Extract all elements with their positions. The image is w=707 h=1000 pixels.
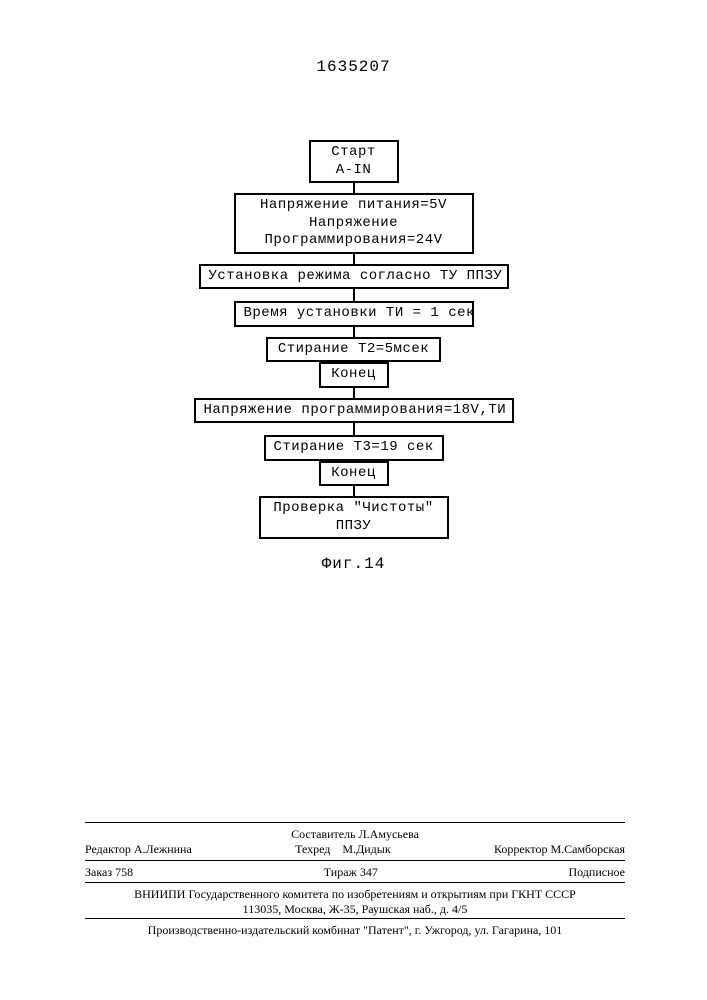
flow-connector [353,423,355,435]
flow-connector [353,183,355,193]
footer-rule-3 [85,882,625,883]
flow-connector [353,254,355,264]
footer-rule-1 [85,822,625,823]
order-label: Заказ [85,865,112,879]
compiler-label: Составитель [291,827,355,841]
footer-press: Производственно-издательский комбинат "П… [85,923,625,938]
flow-connector [353,289,355,301]
footer-org: ВНИИПИ Государственного комитета по изоб… [85,887,625,917]
sign-label: Подписное [568,865,625,879]
flow-node-n3: Установка режима согласно ТУ ППЗУ [199,264,509,290]
flow-node-n8: Стирание Т3=19 сек [264,435,444,461]
tirazh-value: 347 [360,865,378,879]
editor-label: Редактор [85,842,131,856]
footer-row-order: Заказ 758 Тираж 347 Подписное [85,865,625,880]
flow-connector [353,388,355,398]
footer-rule-4 [85,918,625,919]
flow-node-n1: Старт A-IN [309,140,399,183]
footer-row-staff: Редактор А.Лежнина Техред М.Дидык Коррек… [85,842,625,857]
flow-connector [353,486,355,496]
tech-name: М.Дидык [342,842,390,856]
flow-node-n2: Напряжение питания=5V Напряжение Програм… [234,193,474,254]
flow-node-n5: Стирание Т2=5мсек [266,337,441,363]
corrector-label: Корректор [494,842,548,856]
org-line-2: 113035, Москва, Ж-35, Раушская наб., д. … [85,902,625,917]
document-number: 1635207 [0,58,707,76]
figure-caption: Фиг.14 [0,555,707,573]
flow-node-n10: Проверка "Чистоты" ППЗУ [259,496,449,539]
org-line-1: ВНИИПИ Государственного комитета по изоб… [85,887,625,902]
footer-rule-2 [85,860,625,861]
footer-row-compiler: Составитель Л.Амусьева [85,827,625,842]
flow-node-n9: Конец [319,461,389,487]
page-root: 1635207 Старт A-IN Напряжение питания=5V … [0,0,707,1000]
flow-node-n4: Время установки ТИ = 1 сек [234,301,474,327]
editor-name: А.Лежнина [134,842,192,856]
flow-node-n7: Напряжение программирования=18V,ТИ [194,398,514,424]
compiler-name: Л.Амусьева [359,827,419,841]
corrector-name: М.Самборская [550,842,625,856]
press-line: Производственно-издательский комбинат "П… [85,923,625,938]
flowchart: Старт A-IN Напряжение питания=5V Напряжен… [0,140,707,539]
order-value: 758 [115,865,133,879]
flow-node-n6: Конец [319,362,389,388]
tirazh-label: Тираж [324,865,357,879]
tech-label: Техред [295,842,330,856]
flow-connector [353,327,355,337]
